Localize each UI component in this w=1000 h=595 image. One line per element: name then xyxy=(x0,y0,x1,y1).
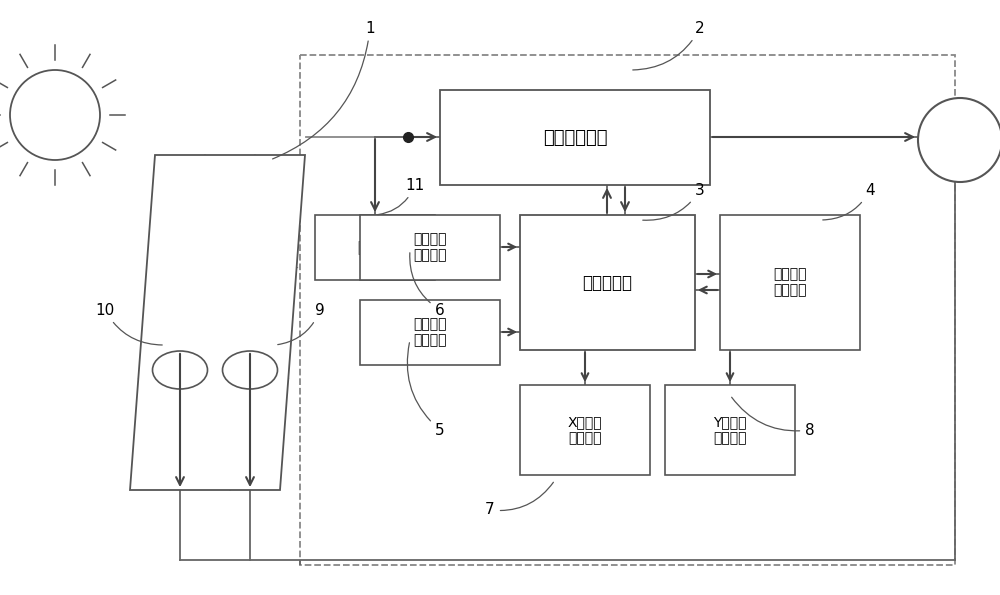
Text: 1: 1 xyxy=(273,20,375,159)
Text: M2: M2 xyxy=(170,364,190,377)
Bar xyxy=(520,385,650,475)
Text: 信号实时
检测单元: 信号实时 检测单元 xyxy=(413,317,447,347)
Bar xyxy=(720,215,860,350)
Ellipse shape xyxy=(223,351,278,389)
Text: 10: 10 xyxy=(95,302,162,345)
Text: 故障检测
保护单元: 故障检测 保护单元 xyxy=(413,233,447,262)
Bar xyxy=(360,215,500,280)
Text: Y轴电机
驱动单元: Y轴电机 驱动单元 xyxy=(713,415,747,445)
Text: 3: 3 xyxy=(643,183,705,220)
Text: 5: 5 xyxy=(407,343,445,437)
Text: M: M xyxy=(948,128,972,152)
Text: 功率逆变单元: 功率逆变单元 xyxy=(543,129,607,146)
Text: 8: 8 xyxy=(732,397,815,437)
Bar xyxy=(665,385,795,475)
Text: 7: 7 xyxy=(485,483,553,518)
Text: 11: 11 xyxy=(378,177,425,215)
Text: 6: 6 xyxy=(410,253,445,318)
Circle shape xyxy=(10,70,100,160)
Polygon shape xyxy=(130,155,305,490)
Bar xyxy=(440,90,710,185)
Text: M1: M1 xyxy=(240,364,260,377)
Text: X轴电机
驱动单元: X轴电机 驱动单元 xyxy=(568,415,602,445)
Bar xyxy=(360,300,500,365)
Bar xyxy=(315,215,435,280)
Text: 2: 2 xyxy=(633,20,705,70)
Text: 9: 9 xyxy=(278,302,325,345)
Bar xyxy=(520,215,695,350)
Text: 主处理单元: 主处理单元 xyxy=(582,274,633,292)
Text: 实时时钟
芯片单元: 实时时钟 芯片单元 xyxy=(773,267,807,298)
Text: 4: 4 xyxy=(823,183,875,220)
Ellipse shape xyxy=(153,351,208,389)
Bar xyxy=(300,55,955,565)
Text: 开关电源: 开关电源 xyxy=(358,240,393,255)
Circle shape xyxy=(918,98,1000,182)
